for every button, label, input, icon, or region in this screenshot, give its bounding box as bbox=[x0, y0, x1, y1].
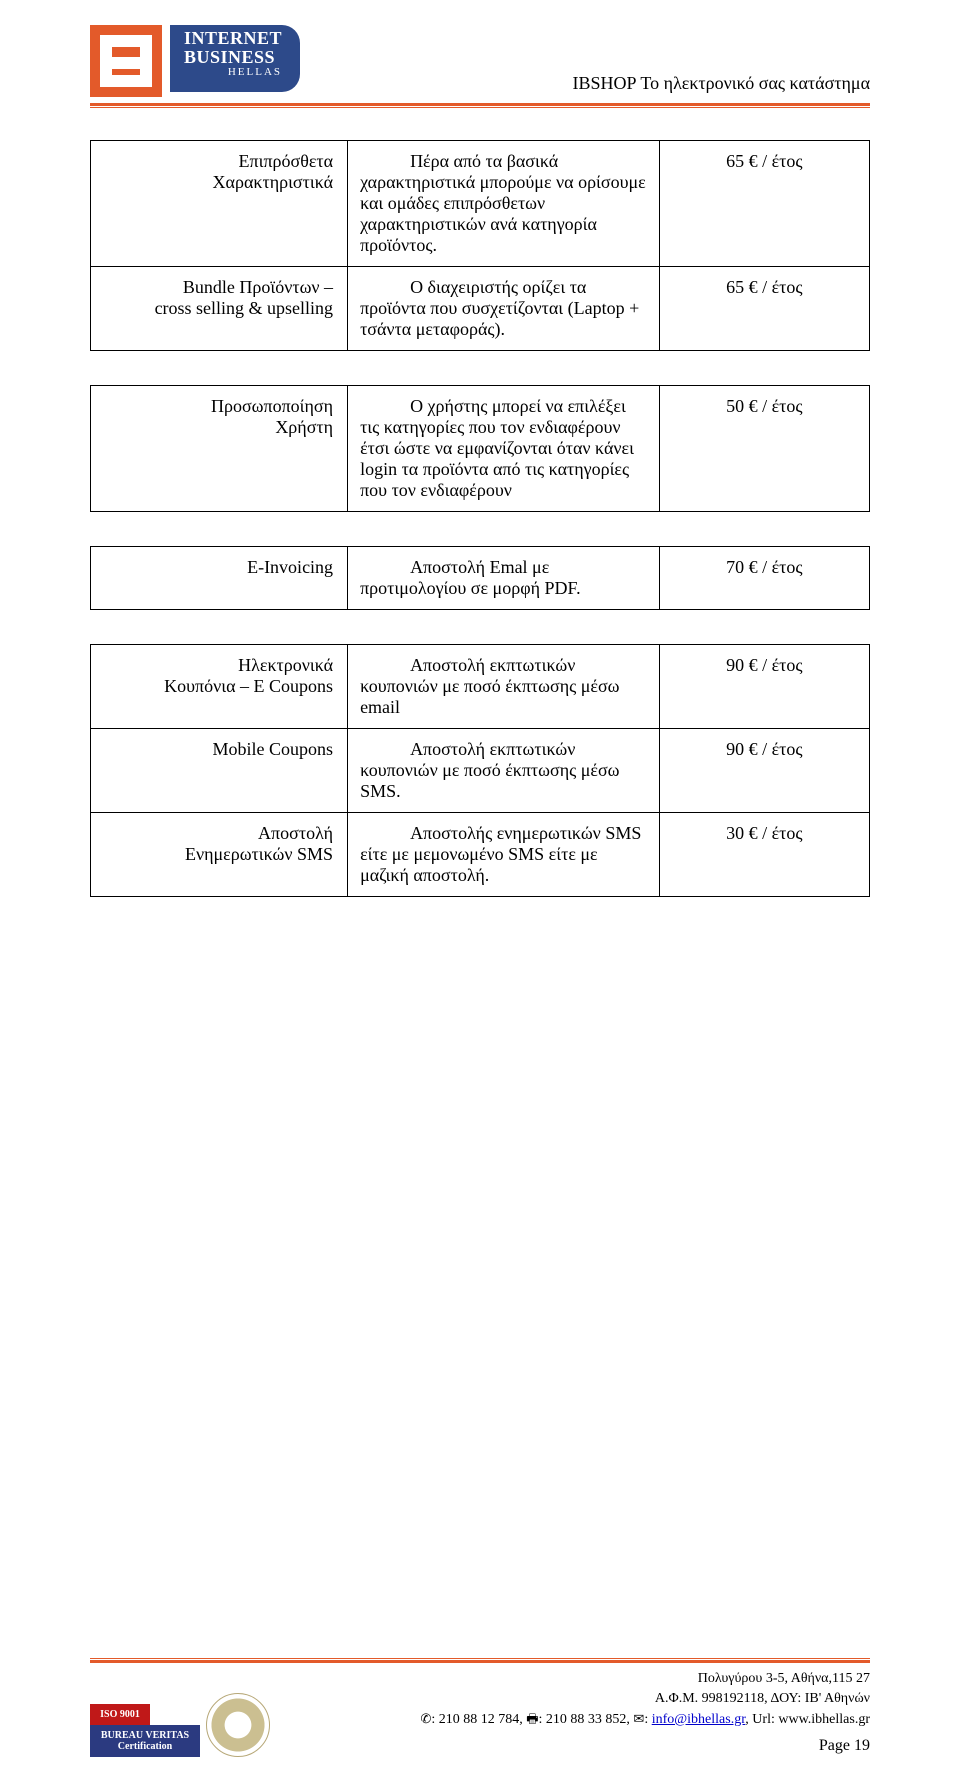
bureau-veritas-badge: BUREAU VERITAS Certification bbox=[90, 1725, 200, 1757]
logo-line2: BUSINESS bbox=[184, 47, 275, 67]
certification-seal-icon bbox=[206, 1693, 270, 1757]
table-row: ΑποστολήΕνημερωτικών SMSΑποστολής ενημερ… bbox=[91, 813, 870, 897]
table-row: E-InvoicingΑποστολή Εmal με προτιμολογίο… bbox=[91, 547, 870, 610]
table-row: ΠροσωποποίησηΧρήστηΟ χρήστης μπορεί να ε… bbox=[91, 386, 870, 512]
feature-name-cell: ΗλεκτρονικάΚουπόνια – E Coupons bbox=[91, 645, 348, 729]
feature-description-cell: Αποστολή εκπτωτικών κουπονιών με ποσό έκ… bbox=[348, 729, 660, 813]
table-row: Bundle Προϊόντων –cross selling & upsell… bbox=[91, 267, 870, 351]
logo-line3: HELLAS bbox=[184, 67, 282, 78]
feature-description-cell: Πέρα από τα βασικά χαρακτηριστικά μπορού… bbox=[348, 141, 660, 267]
footer-divider bbox=[90, 1658, 870, 1663]
table-row: Mobile CouponsΑποστολή εκπτωτικών κουπον… bbox=[91, 729, 870, 813]
document-title: IBSHOP Το ηλεκτρονικό σας κατάστημα bbox=[573, 25, 870, 94]
feature-price-cell: 30 € / έτος bbox=[659, 813, 869, 897]
table-row: ΗλεκτρονικάΚουπόνια – E CouponsΑποστολή … bbox=[91, 645, 870, 729]
feature-price-cell: 90 € / έτος bbox=[659, 729, 869, 813]
iso-badge: ISO 9001 bbox=[90, 1704, 150, 1725]
phone-icon: ✆ bbox=[420, 1711, 431, 1726]
page-footer: ISO 9001 BUREAU VERITAS Certification Πο… bbox=[90, 1658, 870, 1757]
feature-name-cell: E-Invoicing bbox=[91, 547, 348, 610]
mail-icon: ✉ bbox=[633, 1711, 644, 1726]
footer-address: Πολυγύρου 3-5, Αθήνα,115 27 bbox=[420, 1669, 870, 1689]
footer-tax: Α.Φ.Μ. 998192118, ΔΟΥ: ΙΒ' Αθηνών bbox=[420, 1689, 870, 1709]
feature-name-cell: ΠροσωποποίησηΧρήστη bbox=[91, 386, 348, 512]
pricing-table: E-InvoicingΑποστολή Εmal με προτιμολογίο… bbox=[90, 546, 870, 610]
pricing-table: ΕπιπρόσθεταΧαρακτηριστικάΠέρα από τα βασ… bbox=[90, 140, 870, 351]
footer-phone: 210 88 12 784 bbox=[439, 1712, 520, 1727]
feature-price-cell: 65 € / έτος bbox=[659, 267, 869, 351]
feature-price-cell: 50 € / έτος bbox=[659, 386, 869, 512]
table-row: ΕπιπρόσθεταΧαρακτηριστικάΠέρα από τα βασ… bbox=[91, 141, 870, 267]
footer-contact-line: ✆: 210 88 12 784, 🖶: 210 88 33 852, ✉: i… bbox=[420, 1710, 870, 1730]
footer-email-link[interactable]: info@ibhellas.gr bbox=[652, 1712, 746, 1727]
feature-price-cell: 90 € / έτος bbox=[659, 645, 869, 729]
feature-description-cell: Ο χρήστης μπορεί να επιλέξει τις κατηγορ… bbox=[348, 386, 660, 512]
brand-logo: INTERNET BUSINESS HELLAS bbox=[90, 25, 300, 97]
footer-url-label: Url: bbox=[752, 1712, 778, 1727]
feature-description-cell: Ο διαχειριστής ορίζει τα προϊόντα που συ… bbox=[348, 267, 660, 351]
feature-description-cell: Αποστολή εκπτωτικών κουπονιών με ποσό έκ… bbox=[348, 645, 660, 729]
feature-description-cell: Αποστολή Εmal με προτιμολογίου σε μορφή … bbox=[348, 547, 660, 610]
logo-text: INTERNET BUSINESS HELLAS bbox=[170, 25, 300, 92]
feature-description-cell: Αποστολής ενημερωτικών SMS είτε με μεμον… bbox=[348, 813, 660, 897]
certification-badges: ISO 9001 BUREAU VERITAS Certification bbox=[90, 1693, 270, 1757]
page-number: Page 19 bbox=[420, 1734, 870, 1757]
pricing-table: ΗλεκτρονικάΚουπόνια – E CouponsΑποστολή … bbox=[90, 644, 870, 897]
feature-name-cell: ΑποστολήΕνημερωτικών SMS bbox=[91, 813, 348, 897]
pricing-tables: ΕπιπρόσθεταΧαρακτηριστικάΠέρα από τα βασ… bbox=[90, 140, 870, 897]
footer-url: www.ibhellas.gr bbox=[778, 1712, 870, 1727]
feature-name-cell: Bundle Προϊόντων –cross selling & upsell… bbox=[91, 267, 348, 351]
feature-name-cell: Mobile Coupons bbox=[91, 729, 348, 813]
fax-icon: 🖶 bbox=[526, 1711, 538, 1726]
header-divider bbox=[90, 103, 870, 108]
feature-price-cell: 70 € / έτος bbox=[659, 547, 869, 610]
feature-name-cell: ΕπιπρόσθεταΧαρακτηριστικά bbox=[91, 141, 348, 267]
feature-price-cell: 65 € / έτος bbox=[659, 141, 869, 267]
logo-line1: INTERNET bbox=[184, 28, 282, 48]
logo-mark-icon bbox=[90, 25, 162, 97]
pricing-table: ΠροσωποποίησηΧρήστηΟ χρήστης μπορεί να ε… bbox=[90, 385, 870, 512]
footer-fax: 210 88 33 852 bbox=[546, 1712, 627, 1727]
